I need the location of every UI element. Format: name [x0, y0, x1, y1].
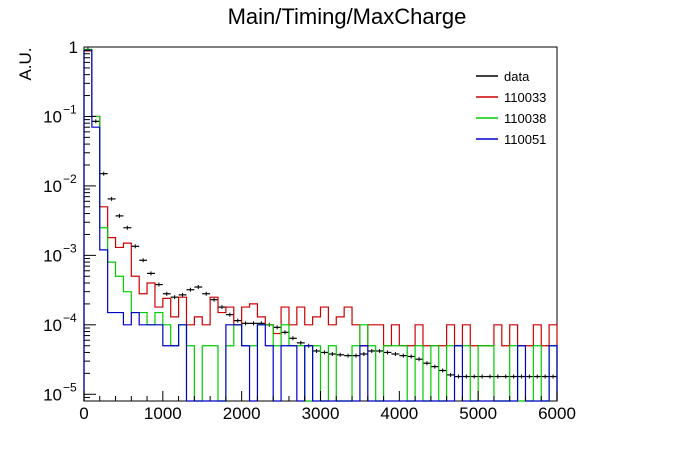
y-tick-label: 10 [43, 107, 62, 126]
data-point [383, 350, 392, 355]
legend-label: 110051 [504, 132, 546, 147]
data-point [375, 348, 384, 353]
data-point [359, 352, 368, 357]
data-point [415, 357, 423, 362]
data-point [178, 292, 187, 297]
x-axis: 0 1000 2000 3000 4000 5000 6000 [79, 391, 576, 423]
data-point [517, 374, 526, 379]
legend-label: data [504, 69, 530, 84]
data-point [131, 244, 140, 249]
data-point [430, 364, 439, 369]
y-axis: 110−110−210−310−410−5 [43, 38, 96, 404]
legend-item-110051: 110051 [476, 132, 546, 147]
data-point [541, 374, 550, 379]
data-point [446, 372, 455, 377]
data-point [533, 374, 542, 379]
data-point [391, 352, 400, 357]
data-point [493, 374, 502, 379]
y-tick-exponent: −1 [63, 102, 77, 116]
data-point [241, 321, 250, 326]
data-point [367, 348, 376, 353]
x-tick-label: 2000 [223, 404, 261, 423]
data-point [281, 330, 289, 335]
data-point [202, 291, 211, 296]
data-point [407, 354, 416, 359]
data-point [312, 348, 321, 353]
y-tick-exponent: −5 [63, 380, 77, 394]
x-tick-label: 5000 [459, 404, 497, 423]
legend-item-data: data [476, 69, 530, 84]
data-point [462, 374, 471, 379]
y-tick-label: 10 [43, 385, 62, 404]
data-point [210, 297, 219, 302]
y-tick-label: 1 [69, 38, 78, 57]
data-point [91, 119, 100, 124]
data-point [162, 291, 171, 296]
data-point [438, 368, 447, 373]
legend-item-110033: 110033 [476, 90, 546, 105]
data-point [352, 353, 360, 358]
y-axis-label: A.U. [16, 47, 35, 80]
series-line-110051 [83, 49, 558, 402]
data-point [549, 374, 557, 379]
x-tick-label: 3000 [302, 404, 340, 423]
data-point [525, 374, 534, 379]
data-point [249, 321, 258, 326]
legend-item-110038: 110038 [476, 111, 546, 126]
data-point [486, 374, 494, 379]
data-point [454, 374, 463, 379]
data-point [296, 340, 305, 345]
legend-label: 110038 [504, 111, 546, 126]
data-point [399, 353, 408, 358]
data-point [470, 374, 479, 379]
data-point [147, 271, 155, 276]
data-point [320, 350, 329, 355]
data-point [107, 196, 116, 201]
data-point [170, 295, 179, 300]
y-tick-exponent: −4 [63, 311, 77, 325]
y-tick-label: 10 [43, 177, 62, 196]
data-point [478, 374, 487, 379]
series-110038 [83, 48, 558, 402]
series-data [84, 47, 557, 379]
series-110051 [83, 49, 558, 402]
y-tick-exponent: −3 [63, 241, 77, 255]
legend: data 110033 110038 110051 [476, 69, 546, 147]
chart-title: Main/Timing/MaxCharge [228, 4, 467, 29]
y-tick-label: 10 [43, 316, 62, 335]
data-point [218, 305, 226, 310]
x-tick-label: 4000 [380, 404, 418, 423]
legend-label: 110033 [504, 90, 546, 105]
data-point [336, 352, 345, 357]
y-tick-label: 10 [43, 246, 62, 265]
x-tick-label: 6000 [538, 404, 576, 423]
data-point [194, 285, 203, 290]
data-point [422, 361, 431, 366]
data-point [123, 225, 132, 230]
data-point [328, 352, 337, 357]
data-point [115, 213, 124, 218]
data-point [509, 374, 518, 379]
x-tick-label: 1000 [144, 404, 182, 423]
data-point [139, 258, 148, 263]
x-tick-label: 0 [79, 404, 88, 423]
data-point [233, 318, 242, 323]
data-point [288, 336, 297, 341]
data-point [501, 374, 510, 379]
series-line-110038 [83, 48, 558, 402]
data-point [273, 325, 282, 330]
y-tick-exponent: −2 [63, 172, 77, 186]
data-point [186, 287, 195, 292]
data-point [344, 353, 353, 358]
series-layer [83, 47, 558, 402]
data-point [99, 171, 108, 176]
data-point [154, 282, 163, 287]
data-point [225, 312, 234, 317]
